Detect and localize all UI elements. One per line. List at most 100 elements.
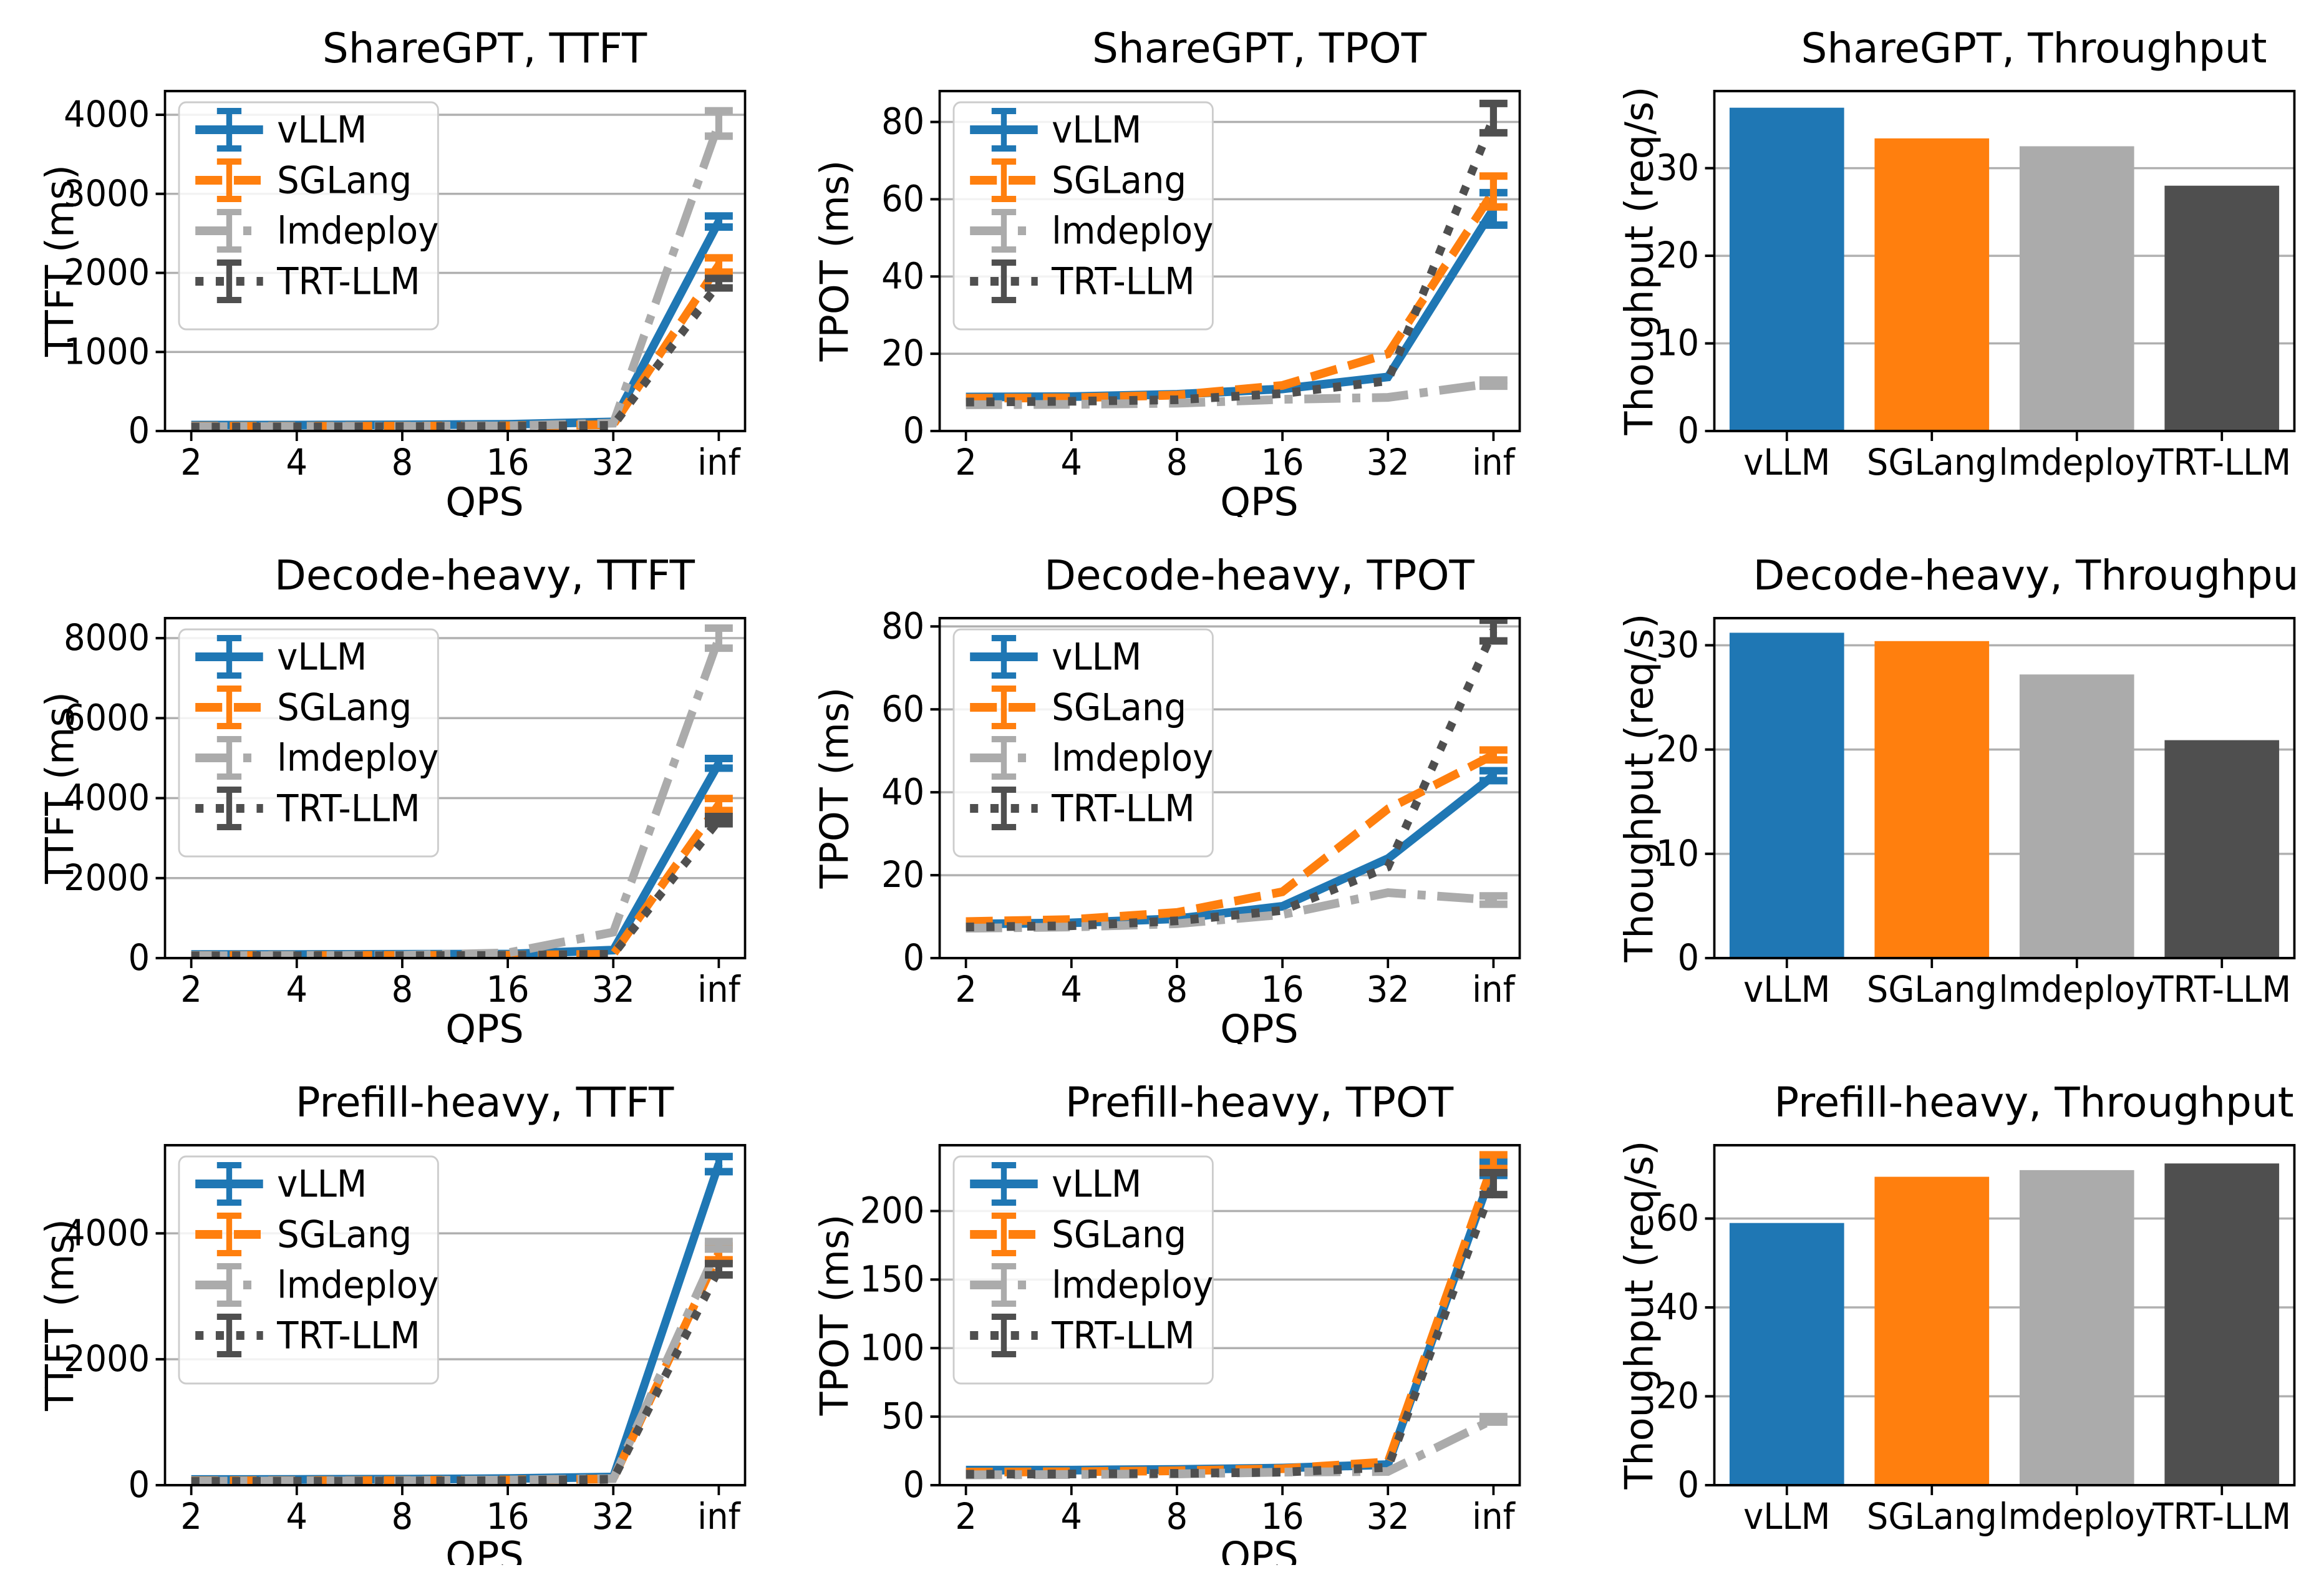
axes-spine [163,90,747,432]
bar-lmdeploy [2019,1170,2134,1485]
x-tick-label: 4 [286,969,308,1010]
y-tick-label: 80 [881,101,924,143]
y-axis-label: Thoughput (req/s) [1616,1140,1662,1490]
legend-label-SGLang: SGLang [1052,686,1186,729]
plot-area-sharegpt-ttft: 0 1000 2000 3000 4000 2 4 8 16 32 inf vLLM SGLang lmd… [64,90,747,484]
chart-title: ShareGPT, TTFT [322,24,647,72]
legend-label-vLLM: vLLM [277,635,367,679]
chart-decode-heavy-tpot: Decode-heavy, TPOT TPOT (ms) QPS 0 20 40 60… [800,537,1524,1044]
x-tick-label: 4 [286,1496,308,1538]
x-tick-label: 16 [1261,969,1304,1010]
x-tick-label: inf [1472,1496,1516,1538]
x-tick-label: 2 [180,442,202,483]
axes-layer: 0 20 40 60 80 2 4 8 16 32 inf [881,90,1521,484]
chart-title: Decode-heavy, TTFT [274,551,695,599]
series-line-TRT-LLM [966,628,1498,932]
x-tick-label: 2 [180,1496,202,1538]
legend-label-SGLang: SGLang [1052,1213,1186,1256]
x-tick-label: 8 [392,442,414,483]
y-tick-label: 2000 [64,857,150,899]
x-tick-label: 8 [392,969,414,1010]
y-tick-label: 10 [1656,322,1699,364]
x-tick-label: lmdeploy [1998,1496,2155,1538]
legend-label-lmdeploy: lmdeploy [277,736,438,780]
legend-layer: vLLM SGLang lmdeploy TRT-LLM [952,1155,1214,1385]
x-tick-label: 16 [487,1496,530,1538]
y-tick-label: 0 [1678,410,1700,452]
x-tick-label: inf [697,442,741,483]
chart-sharegpt-throughput: ShareGPT, Throughput Thoughput (req/s) 0… [1574,10,2299,517]
y-tick-label: 2000 [64,252,150,294]
bar-lmdeploy [2019,146,2134,432]
chart-decode-heavy-ttft: Decode-heavy, TTFT TTFT (ms) QPS 0 2000 40… [25,537,750,1044]
chart-title: ShareGPT, TPOT [1092,24,1427,72]
y-axis-label: TTFT (ms) [37,165,83,357]
legend-label-lmdeploy: lmdeploy [277,1263,438,1307]
legend-label-lmdeploy: lmdeploy [1052,1263,1213,1307]
x-tick-label: 16 [1261,442,1304,483]
y-tick-label: 10 [1656,833,1699,875]
x-tick-label: 32 [592,969,635,1010]
legend-label-SGLang: SGLang [277,686,412,729]
bar-vLLM [1729,1223,1844,1485]
y-tick-label: 40 [881,256,924,298]
y-tick-label: 0 [1678,1464,1700,1506]
x-axis-label: QPS [445,479,524,517]
legend-label-lmdeploy: lmdeploy [1052,736,1213,780]
legend-label-lmdeploy: lmdeploy [1052,209,1213,253]
legend-label-vLLM: vLLM [1052,635,1141,679]
x-tick-label: SGLang [1867,442,1997,483]
x-tick-label: inf [697,1496,741,1538]
x-tick-label: 2 [955,1496,977,1538]
bar-SGLang [1874,138,1990,431]
bar-vLLM [1729,107,1844,432]
plot-area-prefill-heavy-ttft: 0 2000 4000 2 4 8 16 32 inf vLLM SGLang lmdeploy TRT… [64,1144,747,1538]
series-layer [966,99,1508,409]
bars-layer [1729,632,2280,958]
axes-layer: 0 1000 2000 3000 4000 2 4 8 16 32 inf [64,90,747,484]
y-tick-label: 40 [1656,1286,1699,1328]
x-tick-label: vLLM [1743,442,1830,483]
legend-label-TRT-LLM: TRT-LLM [1051,787,1194,830]
axes-spine [163,617,747,959]
legend-layer: vLLM SGLang lmdeploy TRT-LLM [178,1155,439,1385]
chart-decode-heavy-throughput: Decode-heavy, Throughput Thoughput (req/… [1574,537,2300,1044]
legend-layer: vLLM SGLang lmdeploy TRT-LLM [952,628,1214,858]
legend-label-vLLM: vLLM [1052,1162,1141,1206]
series-line-TRT-LLM [191,280,722,431]
x-axis-label: QPS [1220,1533,1299,1565]
y-tick-label: 100 [860,1327,925,1369]
bar-SGLang [1874,1176,1990,1485]
y-tick-label: 20 [881,855,924,896]
axes-spine [163,1144,747,1486]
x-tick-label: inf [1472,969,1516,1010]
series-line-TRT-LLM [966,116,1498,407]
y-axis-label: TPOT (ms) [811,1214,858,1416]
axes-layer: 0 20 40 60 80 2 4 8 16 32 inf [881,606,1521,1011]
x-tick-label: 4 [1061,442,1083,483]
y-tick-label: 20 [1656,1375,1699,1417]
series-layer [966,618,1508,933]
y-tick-label: 30 [1656,624,1699,666]
x-tick-label: 16 [1261,1496,1304,1538]
legend-box [952,1155,1214,1385]
series-line-TRT-LLM [191,1267,723,1485]
x-tick-label: inf [697,969,741,1010]
x-tick-label: 8 [1166,1496,1188,1538]
x-tick-label: 32 [1367,1496,1410,1538]
y-tick-label: 8000 [64,617,150,659]
legend-label-SGLang: SGLang [277,158,412,202]
legend-box [952,628,1214,858]
x-tick-label: lmdeploy [1998,969,2155,1010]
x-tick-label: 32 [592,1496,635,1538]
chart-sharegpt-tpot: ShareGPT, TPOT TPOT (ms) QPS 0 20 40 60 80 2 4… [800,10,1524,517]
x-tick-label: 4 [1061,969,1083,1010]
y-tick-label: 4000 [64,777,150,819]
y-tick-label: 150 [860,1259,925,1301]
legend-layer: vLLM SGLang lmdeploy TRT-LLM [178,101,439,331]
x-tick-label: 32 [1367,442,1410,483]
